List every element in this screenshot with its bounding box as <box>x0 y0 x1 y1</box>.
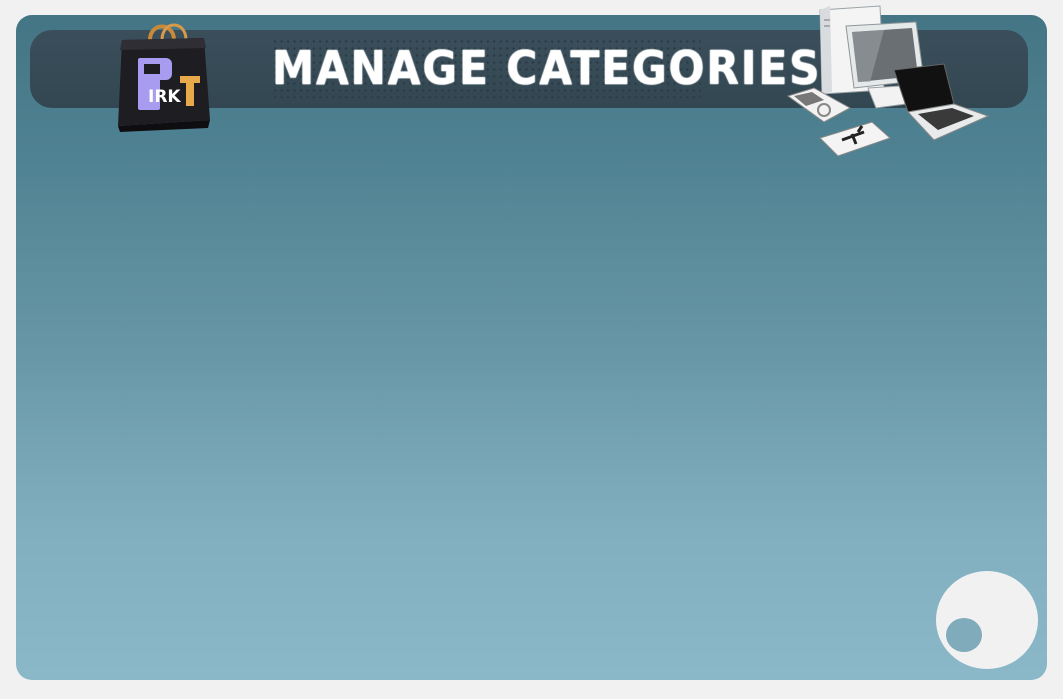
circle-decoration-icon <box>936 571 1038 669</box>
page-title-text: MANAGE CATEGORIES <box>272 41 822 95</box>
shopping-bag-logo-icon: IRK <box>118 23 210 132</box>
page-title: MANAGE CATEGORIES <box>272 38 820 98</box>
computer-devices-icon <box>786 5 990 157</box>
logo-letters: IRK <box>148 87 181 107</box>
